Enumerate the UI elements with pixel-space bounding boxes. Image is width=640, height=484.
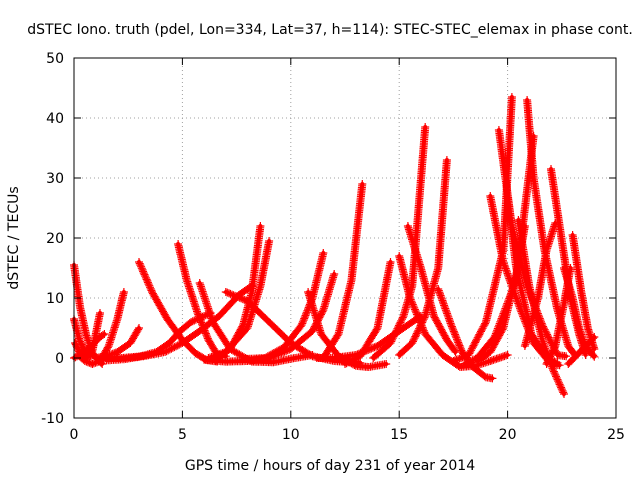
data-point-marker [119, 288, 128, 296]
data-point-marker [559, 388, 568, 397]
data-point-marker [566, 264, 575, 272]
x-tick-label: 10 [282, 427, 300, 443]
data-point-marker [488, 374, 497, 383]
data-point-marker [460, 360, 469, 368]
y-tick-label: 40 [46, 111, 64, 127]
x-axis-label: GPS time / hours of day 231 of year 2014 [185, 458, 475, 474]
data-point-marker [589, 334, 598, 343]
data-series-layer [70, 93, 599, 398]
data-point-marker [538, 336, 547, 344]
y-tick-label: 0 [55, 351, 64, 367]
data-point-marker [542, 246, 551, 254]
data-point-marker [319, 249, 328, 257]
x-tick-label: 25 [607, 427, 625, 443]
y-axis-label: dSTEC / TECUs [6, 186, 22, 289]
data-point-marker [358, 180, 367, 188]
data-point-marker [382, 360, 391, 368]
data-point-marker [413, 312, 422, 320]
data-point-marker [408, 298, 417, 307]
data-point-marker [562, 352, 571, 361]
series-36 [564, 333, 599, 368]
data-point-marker [386, 258, 395, 266]
series-24 [395, 156, 451, 359]
data-point-marker [520, 222, 529, 230]
data-point-marker [398, 313, 407, 322]
data-point-marker [105, 340, 114, 349]
data-point-marker [421, 123, 430, 131]
data-point-marker [406, 295, 415, 304]
data-point-marker [578, 332, 587, 341]
chart-title: dSTEC Iono. truth (pdel, Lon=334, Lat=37… [27, 22, 633, 38]
series-37 [542, 264, 575, 368]
data-point-marker [541, 344, 550, 353]
data-point-marker [96, 309, 104, 317]
y-tick-label: 30 [46, 171, 64, 187]
series-39 [473, 222, 529, 365]
data-point-marker [100, 330, 109, 338]
data-point-marker [513, 297, 522, 306]
x-tick-label: 0 [70, 427, 79, 443]
data-point-marker [265, 237, 274, 245]
data-point-marker [420, 313, 429, 322]
data-point-marker [330, 270, 339, 278]
x-tick-label: 15 [390, 427, 408, 443]
series-23 [403, 222, 460, 356]
y-tick-label: 50 [46, 51, 64, 67]
data-point-marker [540, 341, 549, 349]
data-point-marker [450, 346, 459, 355]
data-point-marker [481, 319, 490, 328]
data-point-marker [590, 352, 599, 361]
data-point-marker [111, 320, 120, 329]
data-point-marker [465, 357, 474, 366]
data-point-marker [406, 294, 414, 302]
data-point-marker [575, 324, 584, 332]
series-5 [70, 330, 109, 362]
data-point-marker [507, 93, 516, 101]
data-point-marker [408, 300, 417, 309]
y-tick-label: 20 [46, 231, 64, 247]
series-38 [520, 219, 560, 350]
data-point-marker [410, 303, 419, 312]
data-point-marker [442, 156, 451, 164]
axes: 0 5 10 15 20 25 -10 0 10 20 30 40 50 [41, 51, 625, 443]
data-point-marker [409, 302, 418, 311]
data-point-marker [560, 390, 568, 398]
data-point-marker [503, 351, 512, 359]
data-point-marker [590, 345, 599, 353]
data-point-marker [545, 237, 554, 246]
data-point-marker [412, 308, 421, 317]
x-tick-label: 20 [499, 427, 517, 443]
y-tick-label: -10 [41, 411, 64, 427]
data-point-marker [590, 333, 599, 341]
series-19 [319, 180, 367, 362]
series-16 [239, 249, 328, 364]
data-point-marker [589, 351, 598, 360]
x-tick-label: 5 [178, 427, 187, 443]
data-point-marker [551, 219, 560, 227]
data-point-marker [581, 351, 590, 359]
data-point-marker [98, 331, 107, 339]
series-20 [341, 258, 395, 368]
data-point-marker [553, 358, 562, 367]
data-point-marker [134, 325, 143, 334]
y-tick-label: 10 [46, 291, 64, 307]
data-point-marker [135, 324, 143, 332]
data-point-marker [256, 222, 265, 230]
data-point-marker [549, 225, 558, 234]
